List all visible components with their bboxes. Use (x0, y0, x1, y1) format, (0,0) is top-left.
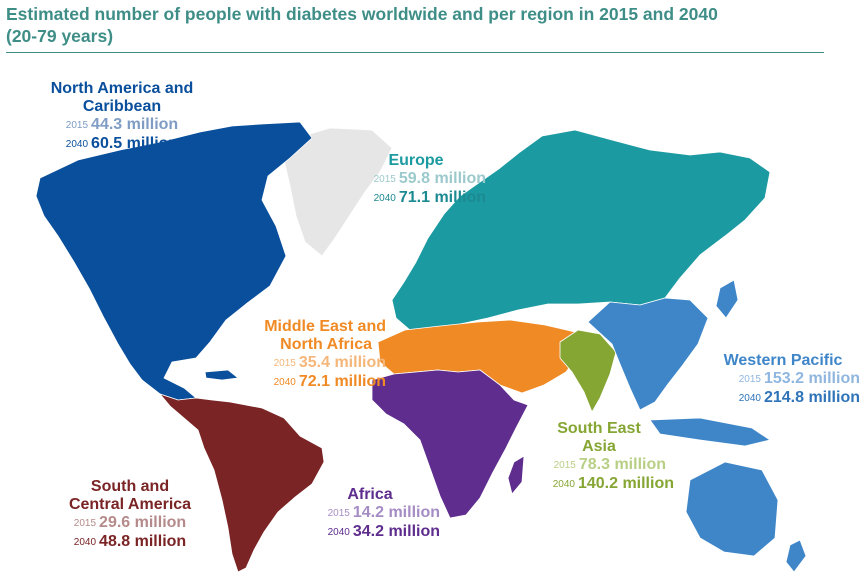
title-line-2: (20-79 years) (6, 26, 114, 46)
label-south-east-asia: South East Asia 2015 78.3 million 2040 140… (524, 420, 674, 494)
value-2015: 2015 59.8 million (373, 170, 486, 187)
region-africa (371, 369, 529, 519)
region-south-central-america (159, 393, 325, 573)
region-name: South East Asia (557, 420, 641, 455)
value-2040: 2040 71.1 million (373, 189, 486, 206)
label-western-pacific: Western Pacific 2015 153.2 million 2040 21… (706, 352, 860, 408)
region-greenland (283, 127, 393, 257)
world-map (35, 121, 807, 573)
region-north-america (35, 121, 313, 401)
label-middle-east-north-africa: Middle East and North Africa 2015 35.4 mi… (236, 318, 386, 392)
region-name: South and Central America (68, 478, 192, 513)
value-2015: 2015 78.3 million (553, 456, 666, 473)
value-2040: 2040 34.2 million (327, 523, 440, 540)
chart-title: Estimated number of people with diabetes… (6, 3, 836, 47)
value-2015: 2015 14.2 million (327, 504, 440, 521)
region-western-pacific (587, 297, 709, 411)
value-2040: 2040 72.1 million (273, 373, 386, 390)
value-2015: 2015 153.2 million (738, 370, 860, 387)
value-2015: 2015 35.4 million (273, 354, 386, 371)
region-name: Middle East and North Africa (264, 318, 386, 353)
label-europe: Europe 2015 59.8 million 2040 71.1 million (346, 152, 486, 208)
value-2040: 2040 48.8 million (73, 533, 187, 550)
title-line-1: Estimated number of people with diabetes… (6, 4, 718, 24)
region-name: North America and Caribbean (50, 80, 194, 115)
value-2015: 2015 29.6 million (73, 514, 187, 531)
value-2040: 2040 140.2 million (552, 475, 674, 492)
value-2040: 2040 60.5 million (65, 135, 179, 152)
value-2040: 2040 214.8 million (738, 389, 860, 406)
label-africa: Africa 2015 14.2 million 2040 34.2 million (300, 486, 440, 542)
region-south-east-asia (559, 329, 617, 413)
label-south-central-america: South and Central America 2015 29.6 milli… (50, 478, 210, 552)
title-divider (6, 52, 824, 53)
value-2015: 2015 44.3 million (65, 116, 179, 133)
label-north-america: North America and Caribbean 2015 44.3 mil… (22, 80, 222, 154)
region-europe (391, 129, 771, 331)
